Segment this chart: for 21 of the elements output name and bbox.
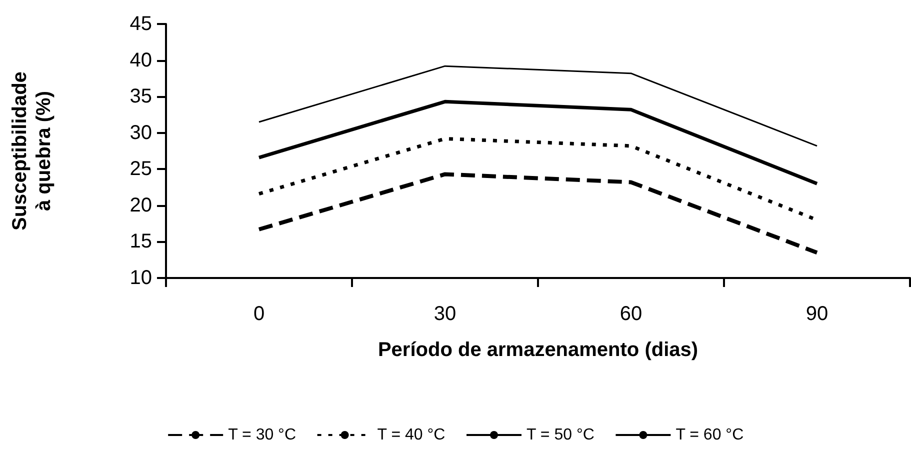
legend-label: T = 40 °C (377, 426, 446, 444)
line-series (257, 172, 819, 255)
x-tick-label: 0 (253, 303, 265, 325)
y-tick-label: 15 (130, 230, 152, 253)
y-tick-label: 10 (130, 267, 152, 289)
y-tick-label: 45 (130, 13, 152, 35)
x-tick-label: 90 (806, 303, 828, 325)
legend-label: T = 50 °C (526, 426, 594, 444)
y-tick-label: 40 (130, 49, 152, 72)
y-tick-label: 25 (130, 158, 152, 180)
y-tick-label: 35 (130, 86, 152, 108)
line-series (258, 65, 818, 147)
y-axis-title: Susceptibilidade à quebra (%) (9, 72, 55, 230)
line-series (257, 100, 819, 186)
x-tick-label: 30 (434, 303, 456, 325)
y-tick-label: 20 (130, 194, 152, 216)
legend-label: T = 60 °C (676, 426, 744, 444)
x-axis-title: Período de armazenamento (dias) (378, 339, 698, 361)
y-tick-label: 30 (130, 122, 152, 144)
x-tick-label: 60 (620, 303, 642, 325)
legend-label: T = 30 °C (228, 426, 296, 444)
